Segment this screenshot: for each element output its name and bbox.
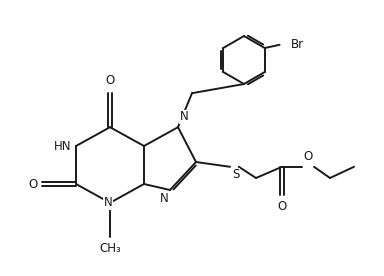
Text: HN: HN <box>54 139 71 153</box>
Text: S: S <box>232 168 240 181</box>
Text: O: O <box>277 200 286 213</box>
Text: N: N <box>160 192 169 205</box>
Text: O: O <box>303 150 313 163</box>
Text: CH₃: CH₃ <box>99 242 121 254</box>
Text: O: O <box>28 177 37 190</box>
Text: N: N <box>180 110 188 123</box>
Text: Br: Br <box>290 38 303 51</box>
Text: N: N <box>104 196 113 209</box>
Text: O: O <box>105 74 115 87</box>
